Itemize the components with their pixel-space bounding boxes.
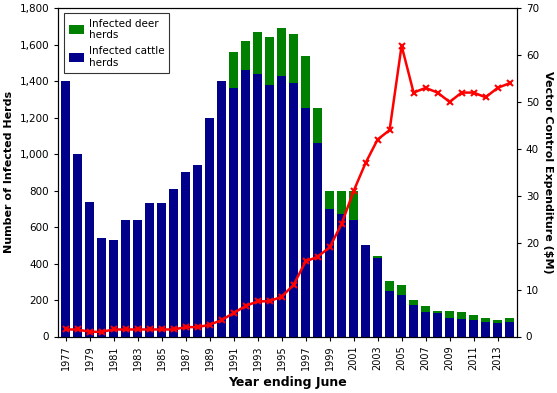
Bar xyxy=(421,312,430,336)
Bar xyxy=(241,70,250,336)
Bar xyxy=(73,154,82,336)
Legend: Infected deer
herds, Infected cattle
herds: Infected deer herds, Infected cattle her… xyxy=(63,13,169,73)
Bar xyxy=(373,256,382,258)
Bar xyxy=(253,32,262,74)
Bar xyxy=(481,318,490,322)
Bar xyxy=(349,220,358,336)
Bar xyxy=(445,311,454,318)
Bar xyxy=(385,291,394,336)
Bar xyxy=(385,281,394,291)
Bar xyxy=(337,214,346,336)
Bar xyxy=(301,108,310,336)
Bar xyxy=(121,220,130,336)
Bar xyxy=(277,76,286,336)
Bar xyxy=(445,318,454,336)
Bar xyxy=(97,238,106,336)
Bar xyxy=(241,41,250,70)
Y-axis label: Number of Infected Herds: Number of Infected Herds xyxy=(4,91,14,253)
Bar xyxy=(205,118,214,336)
Bar xyxy=(397,285,406,294)
Bar xyxy=(313,143,322,336)
Bar xyxy=(373,258,382,336)
Bar xyxy=(253,74,262,336)
Bar xyxy=(325,209,334,336)
Bar xyxy=(397,294,406,336)
Bar xyxy=(229,88,238,336)
Bar xyxy=(421,307,430,312)
Bar xyxy=(361,245,370,336)
Bar xyxy=(433,313,442,336)
Bar xyxy=(469,320,478,336)
Bar xyxy=(265,85,274,336)
Bar xyxy=(433,311,442,313)
Bar xyxy=(493,323,502,336)
Bar xyxy=(133,220,142,336)
Bar xyxy=(409,300,418,305)
Bar xyxy=(325,191,334,209)
Bar xyxy=(289,83,298,336)
Bar xyxy=(145,203,154,336)
Bar xyxy=(181,173,190,336)
Bar xyxy=(409,305,418,336)
Bar xyxy=(457,312,466,319)
Bar xyxy=(61,81,70,336)
Bar xyxy=(193,165,202,336)
Bar xyxy=(169,189,178,336)
Bar xyxy=(265,37,274,85)
Bar xyxy=(289,34,298,83)
Bar xyxy=(505,318,514,322)
Bar xyxy=(337,191,346,214)
Bar xyxy=(313,108,322,143)
Bar xyxy=(481,322,490,336)
Bar xyxy=(217,81,226,336)
Bar xyxy=(457,319,466,336)
Bar xyxy=(301,55,310,108)
Bar xyxy=(229,52,238,88)
Bar xyxy=(85,202,94,336)
Bar xyxy=(349,191,358,220)
Bar xyxy=(505,322,514,336)
X-axis label: Year ending June: Year ending June xyxy=(228,376,347,389)
Y-axis label: Vector Control Expenditure ($M): Vector Control Expenditure ($M) xyxy=(543,71,553,274)
Bar xyxy=(157,203,166,336)
Bar xyxy=(277,28,286,76)
Bar xyxy=(493,320,502,323)
Bar xyxy=(469,315,478,320)
Bar xyxy=(109,240,118,336)
